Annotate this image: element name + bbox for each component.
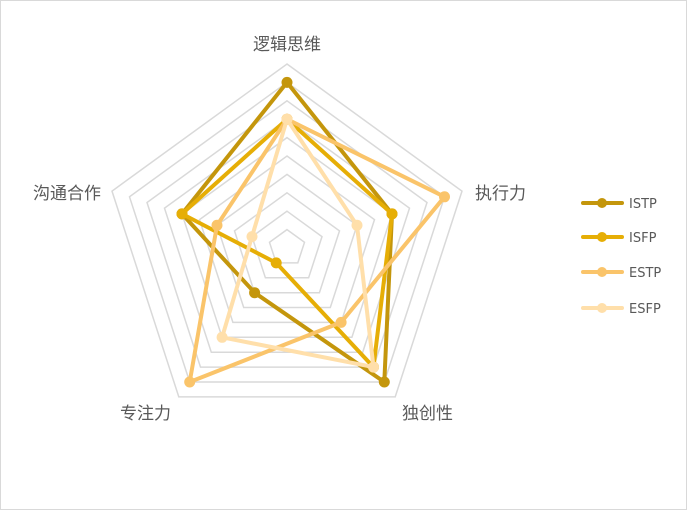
series-line-estp <box>187 117 447 384</box>
axis-label-communication: 沟通合作 <box>33 184 101 204</box>
legend-item-estp: ESTP <box>581 266 661 281</box>
axis-label-originality: 独创性 <box>402 404 453 424</box>
series-esfp <box>216 113 379 373</box>
grid-ring <box>111 63 463 398</box>
data-point-isfp-4 <box>176 208 188 220</box>
series-line-esfp <box>220 117 376 370</box>
data-point-istp-3 <box>249 287 261 299</box>
grid-ring <box>251 210 323 279</box>
data-point-isfp-1 <box>386 208 398 220</box>
data-point-esfp-2 <box>368 361 379 373</box>
legend-label-estp: ESTP <box>629 266 661 281</box>
series-estp <box>184 113 450 388</box>
data-point-esfp-0 <box>281 113 293 125</box>
grid-ring <box>181 136 393 339</box>
data-point-estp-4 <box>211 219 223 231</box>
series-line-isfp <box>180 117 394 370</box>
data-point-istp-0 <box>281 76 293 88</box>
radar-series <box>176 76 450 388</box>
data-point-esfp-3 <box>216 331 228 343</box>
grid-ring <box>146 99 428 368</box>
legend-label-esfp: ESFP <box>629 302 661 317</box>
grid-ring <box>163 118 411 353</box>
axis-label-execution: 执行力 <box>475 184 526 204</box>
data-point-esfp-1 <box>351 219 363 231</box>
legend-item-esfp: ESFP <box>581 302 661 317</box>
data-point-estp-2 <box>335 316 347 328</box>
legend: ISTP ISFP ESTP ESFP <box>581 197 661 317</box>
legend-item-isfp: ISFP <box>581 231 657 246</box>
data-point-isfp-3 <box>270 257 282 269</box>
grid-ring <box>268 228 306 264</box>
legend-label-isfp: ISFP <box>629 231 657 246</box>
data-point-esfp-4 <box>246 231 258 243</box>
axis-label-focus: 专注力 <box>120 404 171 424</box>
data-point-istp-2 <box>378 376 390 388</box>
series-line-istp <box>180 80 394 384</box>
data-point-estp-3 <box>184 376 196 388</box>
radar-grid <box>111 63 463 398</box>
grid-ring <box>128 81 446 383</box>
legend-item-istp: ISTP <box>581 197 657 212</box>
grid-ring <box>233 191 341 294</box>
axis-labels: 逻辑思维 执行力 独创性 专注力 沟通合作 <box>33 35 526 424</box>
grid-ring <box>198 155 376 324</box>
data-point-estp-1 <box>439 191 450 203</box>
legend-label-istp: ISTP <box>629 197 657 212</box>
grid-ring <box>216 173 358 309</box>
axis-label-logic: 逻辑思维 <box>253 35 321 55</box>
